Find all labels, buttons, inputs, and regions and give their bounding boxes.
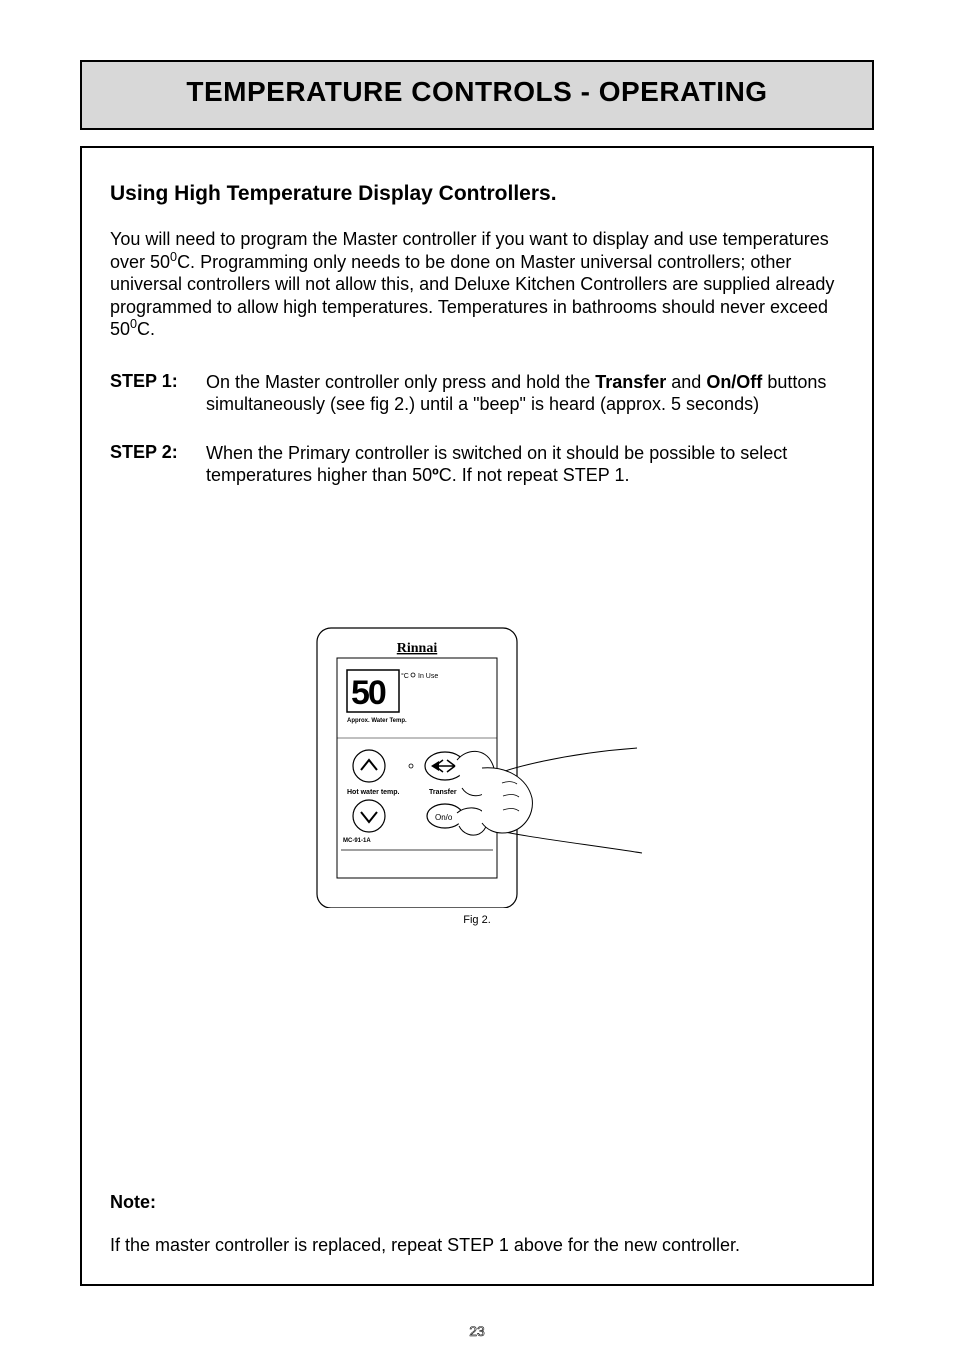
controller-diagram: Rinnai 50 °C In Use Approx. Water Temp. — [307, 618, 647, 908]
note-label: Note: — [110, 1192, 844, 1213]
display-value: 50 — [351, 674, 386, 712]
in-use-label: In Use — [418, 673, 438, 680]
display-unit: °C — [401, 672, 409, 680]
intro-paragraph: You will need to program the Master cont… — [110, 228, 844, 341]
step-2-text: When the Primary controller is switched … — [206, 442, 844, 487]
step-2-label: STEP 2: — [110, 442, 206, 487]
transfer-label: Transfer — [429, 789, 457, 796]
model-label: MC-91-1A — [343, 838, 371, 844]
page-number: 23 — [0, 1323, 954, 1339]
on-label: On/o — [435, 813, 453, 822]
figure-caption: Fig 2. — [377, 914, 577, 926]
content-box: Using High Temperature Display Controlle… — [80, 146, 874, 1286]
hot-water-label: Hot water temp. — [347, 789, 400, 796]
note-text: If the master controller is replaced, re… — [110, 1235, 844, 1256]
step-2-row: STEP 2: When the Primary controller is s… — [110, 442, 844, 487]
brand-text: Rinnai — [397, 641, 438, 656]
page: TEMPERATURE CONTROLS - OPERATING Using H… — [0, 0, 954, 1351]
step-1-row: STEP 1: On the Master controller only pr… — [110, 371, 844, 416]
title-bar: TEMPERATURE CONTROLS - OPERATING — [80, 60, 874, 130]
step-1-text: On the Master controller only press and … — [206, 371, 844, 416]
note-block: Note: If the master controller is replac… — [110, 1192, 844, 1256]
step-1-label: STEP 1: — [110, 371, 206, 416]
display-caption: Approx. Water Temp. — [347, 718, 407, 724]
section-title: Using High Temperature Display Controlle… — [110, 182, 844, 206]
figure-area: Rinnai 50 °C In Use Approx. Water Temp. — [82, 618, 872, 926]
page-title: TEMPERATURE CONTROLS - OPERATING — [92, 76, 862, 108]
